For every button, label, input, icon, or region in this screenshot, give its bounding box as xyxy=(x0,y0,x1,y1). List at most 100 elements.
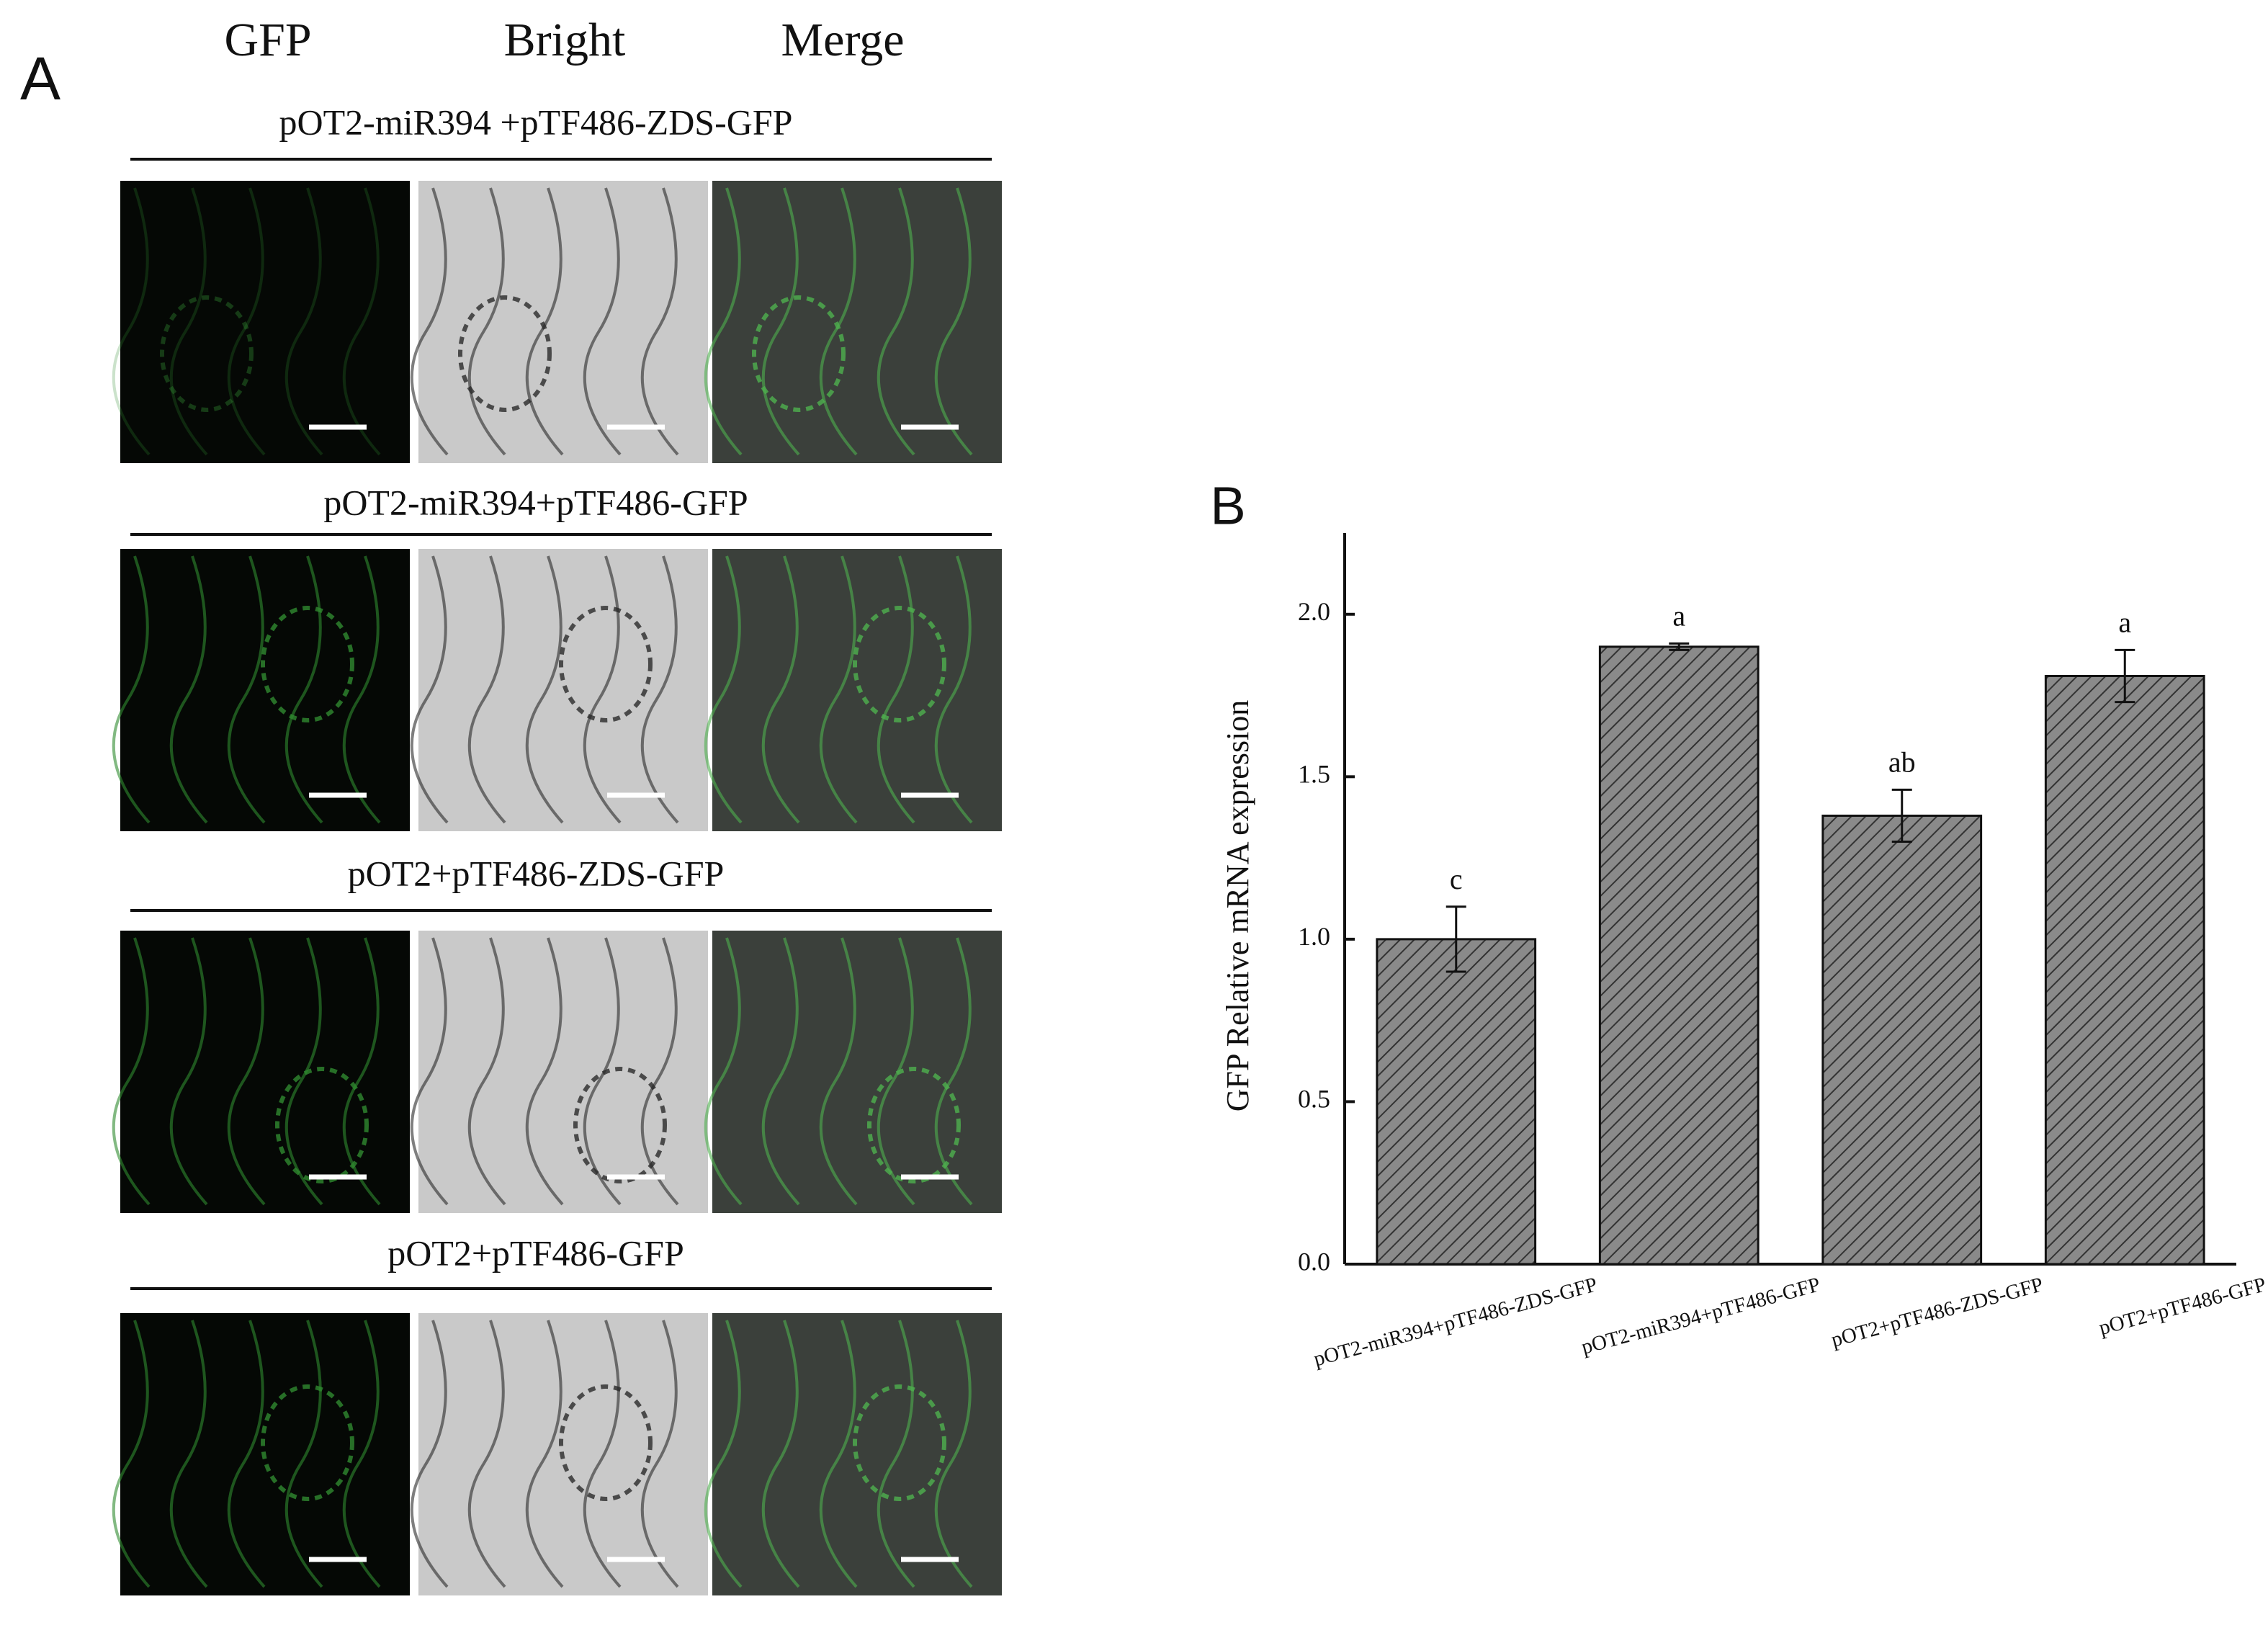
cell-wall xyxy=(467,187,506,456)
error-bar xyxy=(1891,788,1912,843)
cell-wall xyxy=(640,937,679,1206)
x-tick-label: pOT2-miR394+pTF486-GFP xyxy=(1579,1273,1822,1358)
row-title: pOT2-miR394+pTF486-GFP xyxy=(323,482,748,522)
cell-wall xyxy=(112,187,151,456)
cell-wall xyxy=(284,1320,323,1588)
cell-wall xyxy=(640,555,679,824)
cell-wall xyxy=(877,187,915,456)
panel-b: B GFP Relative mRNA expression 0.0 0.5 1.0 1.… xyxy=(1210,476,2268,1371)
bar xyxy=(1821,814,1983,1266)
x-tick-label: pOT2-miR394+pTF486-ZDS-GFP xyxy=(1312,1273,1600,1371)
cell-wall xyxy=(583,555,622,824)
cell-wall xyxy=(704,187,743,456)
row-title: pOT2+pTF486-GFP xyxy=(387,1232,684,1273)
cell-wall xyxy=(819,1320,858,1588)
panel-a: A GFP Bright Merge pOT2-miR394 +pTF486-ZDS-G… xyxy=(20,14,1002,1595)
significance-letter: a xyxy=(1672,600,1685,632)
cell-wall xyxy=(761,937,800,1206)
bar xyxy=(1598,645,1760,1266)
bar xyxy=(2044,674,2205,1266)
cell-wall xyxy=(284,555,323,824)
cell-wall xyxy=(704,937,743,1206)
cell-wall xyxy=(934,187,973,456)
cell-wall xyxy=(169,555,208,824)
cell-wall xyxy=(761,187,800,456)
cell-wall xyxy=(284,187,323,456)
error-bar xyxy=(1445,905,1466,973)
cell-wall xyxy=(410,937,449,1206)
stoma xyxy=(261,606,354,722)
y-tick-label: 1.0 xyxy=(1298,922,1330,951)
cell-wall xyxy=(819,937,858,1206)
cell-wall xyxy=(410,555,449,824)
micrograph xyxy=(418,931,708,1213)
cell-wall xyxy=(761,1320,800,1588)
cell-wall xyxy=(467,555,506,824)
error-bar xyxy=(2115,648,2135,704)
cell-wall xyxy=(877,937,915,1206)
column-header: GFP xyxy=(224,14,311,66)
cell-wall xyxy=(342,937,381,1206)
cell-wall xyxy=(877,555,915,824)
stoma xyxy=(853,1384,946,1501)
cell-wall xyxy=(467,937,506,1206)
cell-wall xyxy=(284,937,323,1206)
stoma xyxy=(752,295,846,412)
cell-wall xyxy=(704,555,743,824)
stoma xyxy=(160,295,254,412)
cell-wall xyxy=(934,555,973,824)
cell-wall xyxy=(583,1320,622,1588)
bar xyxy=(1376,938,1537,1266)
cell-wall xyxy=(761,555,800,824)
cell-wall xyxy=(169,937,208,1206)
cell-wall xyxy=(410,1320,449,1588)
micrograph xyxy=(712,931,1002,1213)
micrograph xyxy=(120,931,410,1213)
row-title: pOT2-miR394 +pTF486-ZDS-GFP xyxy=(279,102,793,142)
micrograph xyxy=(120,549,410,831)
x-tick-label: pOT2+pTF486-ZDS-GFP xyxy=(1829,1273,2045,1351)
cell-wall xyxy=(227,187,266,456)
cell-wall xyxy=(169,1320,208,1588)
cell-wall xyxy=(112,1320,151,1588)
cell-wall xyxy=(934,1320,973,1588)
row-title: pOT2+pTF486-ZDS-GFP xyxy=(348,853,725,893)
cell-wall xyxy=(342,187,381,456)
micrograph xyxy=(120,181,410,463)
cell-wall xyxy=(227,937,266,1206)
micrograph xyxy=(418,549,708,831)
cell-wall xyxy=(583,937,622,1206)
micrograph xyxy=(418,181,708,463)
cell-wall xyxy=(227,555,266,824)
cell-wall xyxy=(467,1320,506,1588)
cell-wall xyxy=(525,1320,564,1588)
y-tick-label: 0.5 xyxy=(1298,1085,1330,1114)
stoma xyxy=(275,1067,369,1183)
panel-label: B xyxy=(1210,476,1245,536)
significance-letter: c xyxy=(1450,863,1463,895)
stoma xyxy=(853,606,946,722)
panel-label: A xyxy=(20,45,60,112)
stoma xyxy=(458,295,552,412)
cell-wall xyxy=(583,187,622,456)
micrograph xyxy=(712,549,1002,831)
column-header: Merge xyxy=(781,14,904,66)
stoma xyxy=(559,1384,653,1501)
stoma xyxy=(559,606,653,722)
stoma xyxy=(867,1067,961,1183)
cell-wall xyxy=(704,1320,743,1588)
significance-letter: a xyxy=(2118,606,2131,639)
cell-wall xyxy=(227,1320,266,1588)
cell-wall xyxy=(640,1320,679,1588)
cell-wall xyxy=(934,937,973,1206)
cell-wall xyxy=(410,187,449,456)
cell-wall xyxy=(640,187,679,456)
column-header: Bright xyxy=(504,14,626,66)
stoma xyxy=(261,1384,354,1501)
y-tick-label: 2.0 xyxy=(1298,597,1330,626)
x-tick-label: pOT2+pTF486-GFP xyxy=(2097,1273,2268,1340)
cell-wall xyxy=(112,937,151,1206)
stoma xyxy=(573,1067,667,1183)
cell-wall xyxy=(342,555,381,824)
